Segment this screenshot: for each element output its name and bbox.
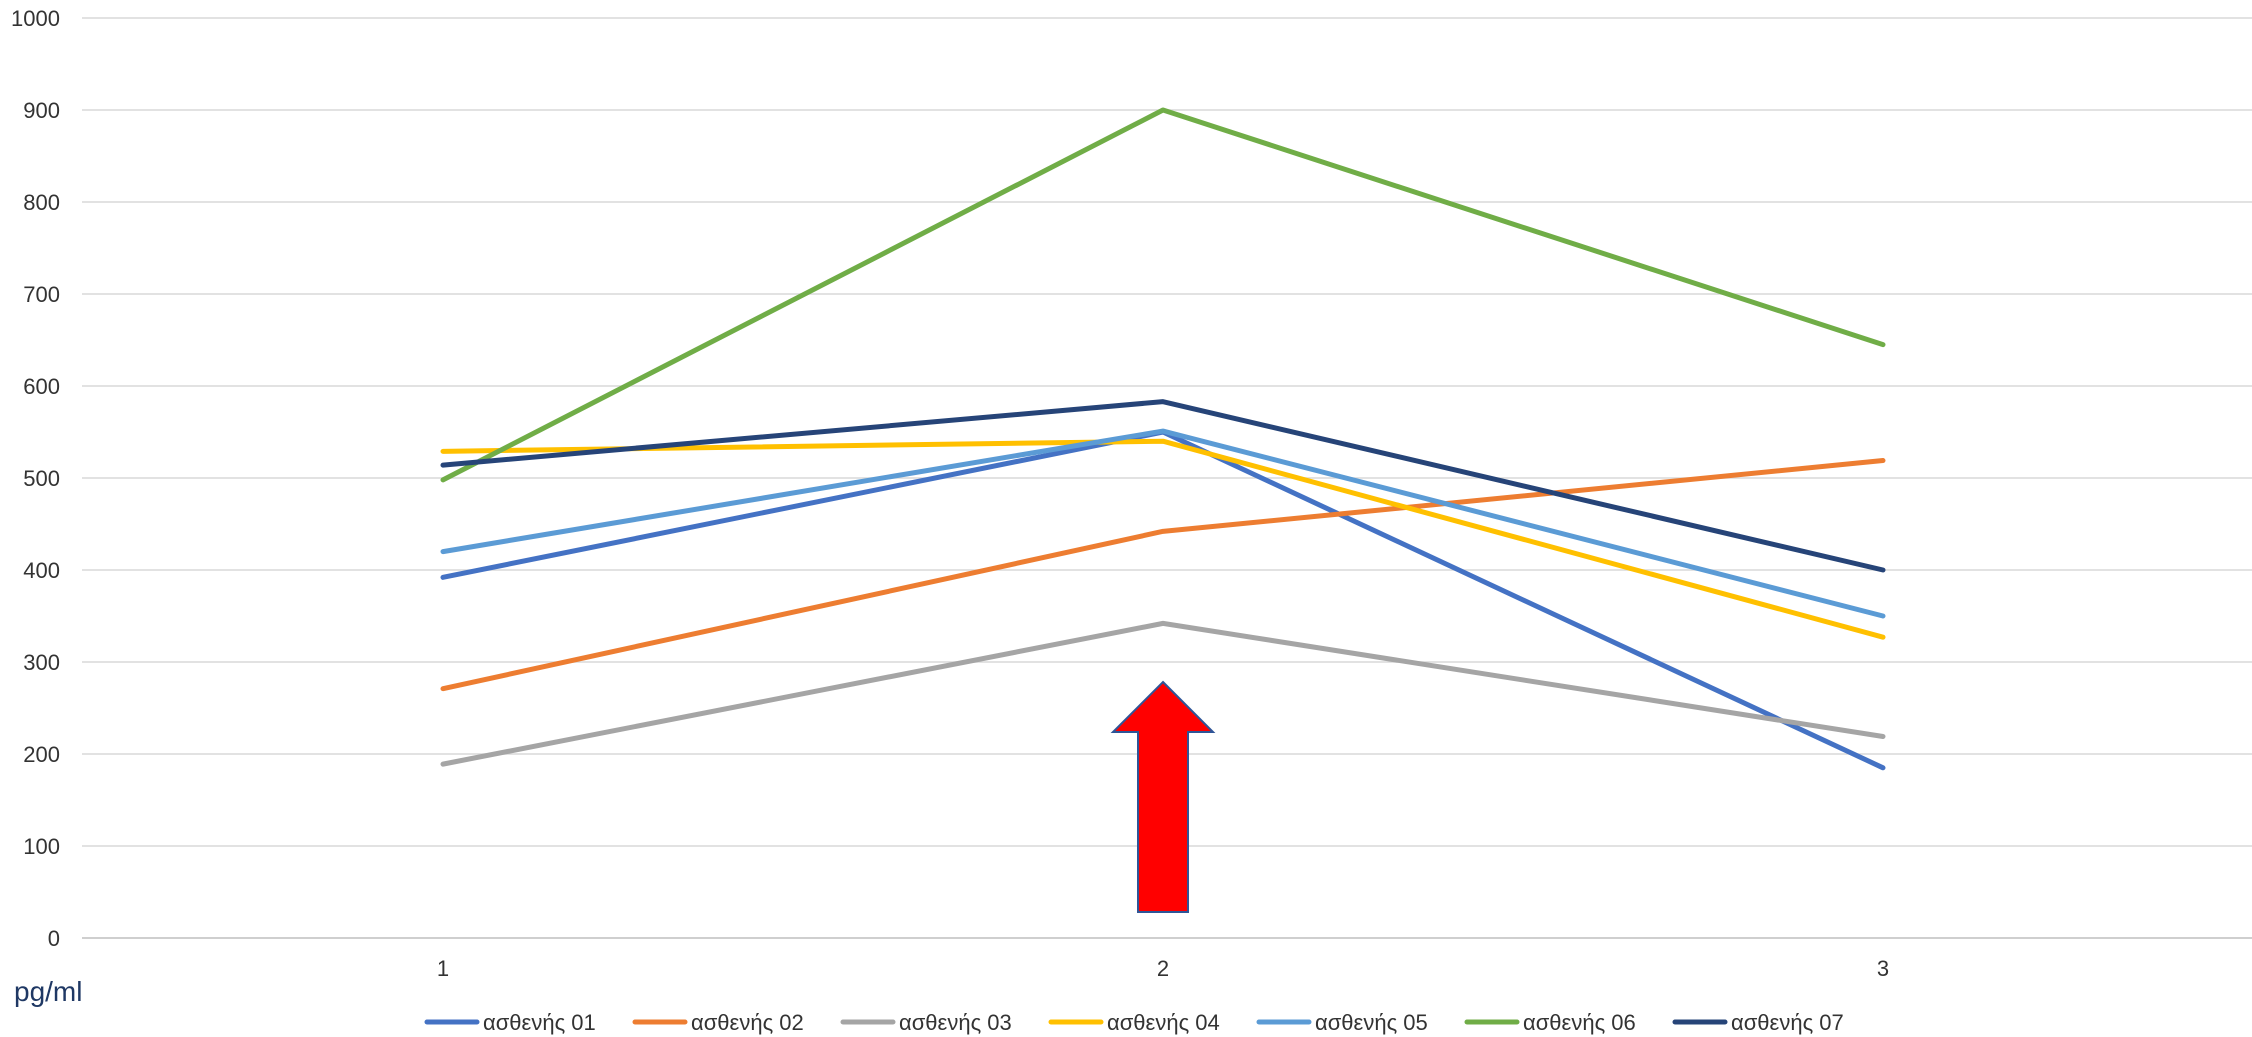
- legend-label: ασθενής 03: [899, 1010, 1012, 1035]
- series-line-06: [440, 107, 1886, 483]
- y-tick-label: 800: [23, 190, 60, 215]
- series-line-03: [440, 620, 1886, 767]
- up-arrow-icon: [1110, 680, 1216, 913]
- y-tick-label: 400: [23, 558, 60, 583]
- legend-label: ασθενής 07: [1731, 1010, 1844, 1035]
- x-tick-label: 1: [437, 956, 449, 981]
- y-tick-label: 0: [48, 926, 60, 951]
- legend-label: ασθενής 01: [483, 1010, 596, 1035]
- y-axis-tick-labels: 0 100 200 300 400 500 600 700 800 900 1000: [11, 6, 60, 951]
- y-tick-label: 500: [23, 466, 60, 491]
- series-line-04: [440, 438, 1886, 640]
- y-tick-label: 100: [23, 834, 60, 859]
- x-axis-tick-labels: 1 2 3: [437, 956, 1889, 981]
- x-tick-label: 2: [1157, 956, 1169, 981]
- legend-label: ασθενής 06: [1523, 1010, 1636, 1035]
- legend-label: ασθενής 02: [691, 1010, 804, 1035]
- y-tick-label: 900: [23, 98, 60, 123]
- legend-label: ασθενής 04: [1107, 1010, 1220, 1035]
- annotation-layer: [1110, 680, 1216, 913]
- series-line-07: [440, 399, 1886, 573]
- y-axis-unit-label: pg/ml: [14, 976, 82, 1007]
- y-tick-label: 700: [23, 282, 60, 307]
- legend: ασθενής 01 ασθενής 02 ασθενής 03 ασθενής 04…: [424, 1010, 1844, 1035]
- series-lines: [440, 107, 1886, 771]
- series-line-02: [440, 458, 1886, 692]
- y-tick-label: 600: [23, 374, 60, 399]
- legend-label: ασθενής 05: [1315, 1010, 1428, 1035]
- series-line-05: [440, 428, 1886, 619]
- y-tick-label: 300: [23, 650, 60, 675]
- y-tick-label: 200: [23, 742, 60, 767]
- x-tick-label: 3: [1877, 956, 1889, 981]
- y-tick-label: 1000: [11, 6, 60, 31]
